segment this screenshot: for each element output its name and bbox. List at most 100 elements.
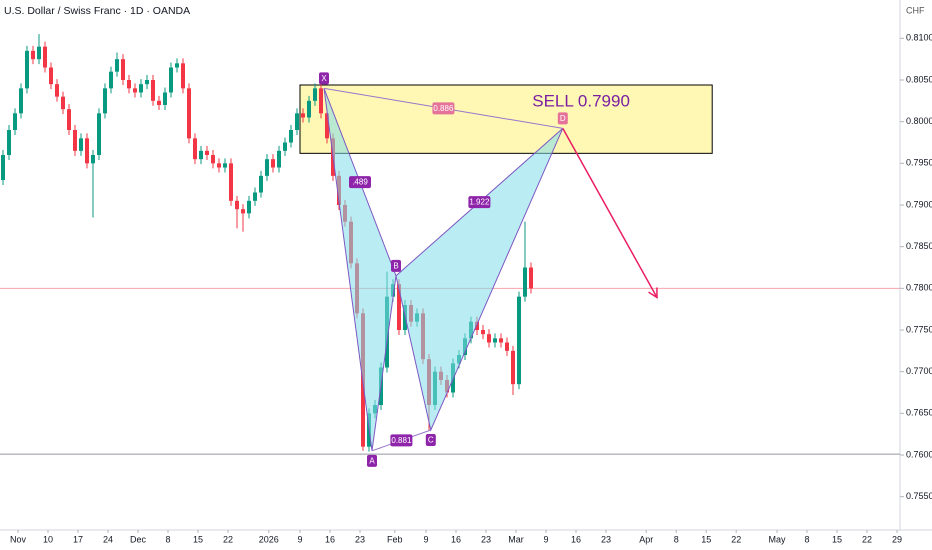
plot-area: 0.886 .489 1.922 0.881 X A B C D SELL 0.7990 <box>0 34 900 467</box>
x-tick-label: 8 <box>674 534 679 544</box>
x-tick-label: 16 <box>571 534 581 544</box>
candle-body <box>1 155 5 180</box>
candle-body <box>55 84 59 97</box>
x-tick-label: 22 <box>862 534 872 544</box>
candle-body <box>397 284 401 330</box>
point-box <box>557 112 568 125</box>
x-tick-label: 2026 <box>259 534 279 544</box>
ratio-label: .489 <box>352 178 368 187</box>
point-box <box>391 259 401 272</box>
x-tick-label: 8 <box>804 534 809 544</box>
x-tick-label: Dec <box>130 534 147 544</box>
ratio-box <box>390 434 413 447</box>
x-tick-label: 16 <box>451 534 461 544</box>
x-tick-label: 24 <box>103 534 113 544</box>
candle-body <box>91 155 95 164</box>
candle-body <box>229 163 233 201</box>
candle-body <box>13 113 17 130</box>
ratio-box <box>349 176 371 189</box>
candle-body <box>493 338 497 343</box>
candle-body <box>487 334 491 343</box>
candle-body <box>103 88 107 114</box>
x-tick-label: Nov <box>10 534 27 544</box>
candle-body <box>193 138 197 160</box>
candle-body <box>265 159 269 176</box>
candle-body <box>481 330 485 335</box>
x-tick-label: Mar <box>508 534 524 544</box>
ratio-box <box>432 102 455 115</box>
x-tick-label: 22 <box>731 534 741 544</box>
x-tick-label: 29 <box>892 534 902 544</box>
candle-body <box>247 200 251 214</box>
candle-body <box>529 267 533 289</box>
x-tick-label: Feb <box>387 534 403 544</box>
currency-label: CHF <box>906 5 925 15</box>
x-tick-label: Apr <box>639 534 653 544</box>
candle-body <box>259 175 263 193</box>
ratio-label: 0.886 <box>433 104 454 113</box>
candle-body <box>67 109 71 130</box>
candle-body <box>253 192 257 201</box>
x-tick-label: 16 <box>325 534 335 544</box>
candle-body <box>187 88 191 139</box>
x-tick-label: 15 <box>832 534 842 544</box>
candle-body <box>499 338 503 343</box>
x-tick-label: 10 <box>43 534 53 544</box>
candle-body <box>97 113 101 155</box>
candle-body <box>157 100 161 105</box>
x-tick-label: 23 <box>601 534 611 544</box>
candle-body <box>175 63 179 68</box>
x-tick-label: 23 <box>355 534 365 544</box>
candle-body <box>313 88 317 101</box>
candle-body <box>241 209 245 214</box>
candle-body <box>511 350 515 385</box>
candle-body <box>235 200 239 210</box>
candle-body <box>37 46 41 60</box>
candle-body <box>49 67 53 85</box>
candle-body <box>85 138 89 164</box>
candle-body <box>19 88 23 114</box>
point-label: X <box>321 74 327 83</box>
candle-body <box>319 88 323 114</box>
point-box <box>367 454 377 467</box>
candle-body <box>295 113 299 130</box>
candle-body <box>121 59 125 80</box>
x-tick-label: May <box>768 534 786 544</box>
candle-body <box>43 46 47 68</box>
point-label: D <box>560 114 566 123</box>
candle-body <box>25 50 29 89</box>
x-tick-label: 22 <box>223 534 233 544</box>
candle-body <box>115 59 119 72</box>
candle-body <box>133 88 137 93</box>
ratio-label: 1.922 <box>469 198 490 207</box>
candle-body <box>109 71 113 89</box>
arrow-head <box>648 287 658 299</box>
y-tick-label: 0.81000 <box>906 33 932 43</box>
candle-body <box>31 50 35 60</box>
x-tick-label: 15 <box>193 534 203 544</box>
candle-body <box>475 321 479 330</box>
x-tick-label: 9 <box>423 534 428 544</box>
candle-body <box>127 80 131 89</box>
x-tick-label: 8 <box>165 534 170 544</box>
candle-body <box>211 155 215 164</box>
candle-body <box>283 142 287 151</box>
point-label: B <box>393 261 398 270</box>
x-tick-label: 9 <box>543 534 548 544</box>
candle-body <box>277 150 281 168</box>
ratio-box <box>468 196 491 209</box>
candle-body <box>301 113 305 118</box>
candle-body <box>307 100 311 118</box>
ratio-label: 0.881 <box>391 436 412 445</box>
point-box <box>319 72 329 85</box>
candle-body <box>145 80 149 85</box>
candle-body <box>217 163 221 168</box>
